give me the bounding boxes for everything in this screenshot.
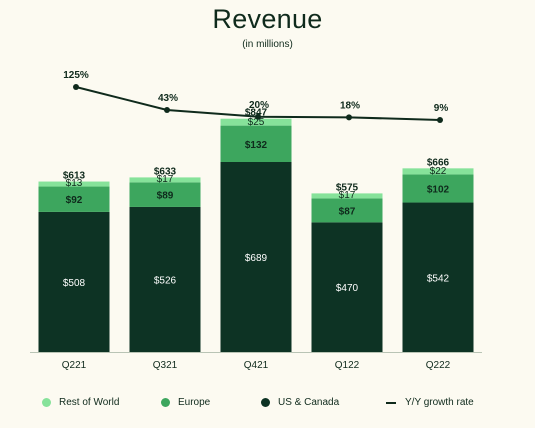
legend-item-us-canada: US & Canada (261, 397, 339, 408)
label-rest-of-world-Q122: $17 (339, 190, 356, 201)
chart-title: Revenue (212, 4, 323, 34)
x-tick-Q222: Q222 (426, 360, 451, 371)
label-europe-Q122: $87 (339, 206, 356, 217)
label-total-Q221: $613 (63, 171, 86, 182)
legend-item-rest-of-world: Rest of World (42, 397, 119, 408)
label-total-Q122: $575 (336, 182, 359, 193)
bar-rest-of-world-Q321 (129, 177, 201, 183)
label-europe-Q421: $132 (245, 140, 268, 151)
x-tick-Q421: Q421 (244, 360, 269, 371)
legend: Rest of World Europe US & Canada Y/Y gro… (0, 397, 535, 411)
x-tick-Q221: Q221 (62, 360, 87, 371)
growth-point-Q321 (164, 107, 170, 113)
bar-rest-of-world-Q221 (38, 181, 110, 187)
bar-us-canada-Q321 (129, 206, 201, 352)
growth-label-Q122: 18% (340, 100, 360, 111)
growth-point-Q421 (255, 113, 261, 120)
legend-label-yy-growth: Y/Y growth rate (405, 397, 474, 408)
label-us-canada-Q122: $470 (336, 283, 359, 294)
label-rest-of-world-Q421: $25 (248, 117, 265, 128)
label-total-Q222: $666 (427, 157, 450, 168)
x-tick-Q122: Q122 (335, 360, 360, 371)
growth-point-Q221 (73, 84, 79, 90)
bar-europe-Q421 (220, 125, 292, 162)
legend-label-us-canada: US & Canada (278, 397, 340, 408)
label-europe-Q221: $92 (66, 195, 83, 206)
legend-item-europe: Europe (161, 397, 210, 408)
bar-europe-Q222 (402, 174, 474, 203)
label-rest-of-world-Q221: $13 (66, 178, 83, 189)
bar-europe-Q221 (38, 186, 110, 212)
growth-label-Q221: 125% (63, 70, 89, 81)
legend-label-rest-of-world: Rest of World (59, 397, 120, 408)
bar-rest-of-world-Q222 (402, 168, 474, 175)
growth-point-Q122 (346, 114, 352, 121)
legend-swatch-rest-of-world (42, 398, 51, 407)
bar-europe-Q321 (129, 182, 201, 207)
growth-label-Q222: 9% (434, 103, 449, 114)
legend-label-europe: Europe (178, 397, 211, 408)
label-europe-Q222: $102 (427, 184, 450, 195)
growth-label-Q421: 20% (249, 100, 269, 111)
legend-item-yy-growth: Y/Y growth rate (386, 397, 474, 408)
bar-rest-of-world-Q122 (311, 193, 383, 199)
bar-us-canada-Q421 (220, 162, 292, 352)
x-tick-Q321: Q321 (153, 360, 178, 371)
growth-label-Q321: 43% (158, 93, 178, 104)
label-total-Q421: $847 (245, 108, 268, 119)
bar-rest-of-world-Q421 (220, 118, 292, 126)
label-us-canada-Q321: $526 (154, 275, 177, 286)
label-total-Q321: $633 (154, 166, 177, 177)
label-rest-of-world-Q222: $22 (430, 166, 447, 177)
bar-europe-Q122 (311, 198, 383, 223)
legend-swatch-us-canada (261, 398, 270, 407)
bar-us-canada-Q221 (38, 211, 110, 352)
label-us-canada-Q222: $542 (427, 273, 450, 284)
legend-line-yy-growth (386, 401, 396, 404)
chart-subtitle: (in millions) (242, 39, 293, 50)
bar-us-canada-Q222 (402, 202, 474, 352)
label-us-canada-Q221: $508 (63, 278, 86, 289)
legend-swatch-europe (161, 398, 170, 407)
bar-us-canada-Q122 (311, 222, 383, 352)
label-europe-Q321: $89 (157, 191, 174, 202)
label-us-canada-Q421: $689 (245, 253, 268, 264)
growth-point-Q222 (437, 117, 443, 123)
label-rest-of-world-Q321: $17 (157, 174, 174, 185)
